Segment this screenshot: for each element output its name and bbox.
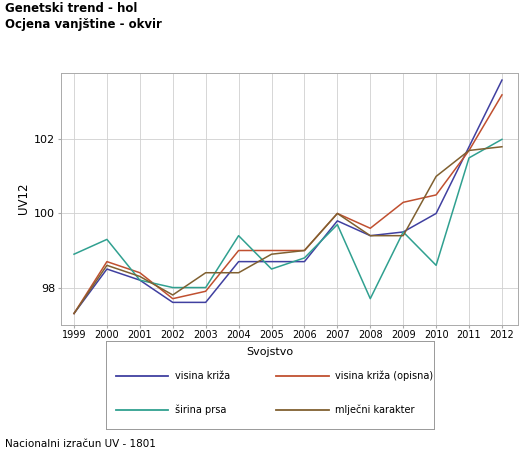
Text: mlječni karakter: mlječni karakter	[335, 405, 415, 415]
Text: Genetski trend - hol: Genetski trend - hol	[5, 2, 138, 15]
Text: širina prsa: širina prsa	[175, 405, 226, 415]
Y-axis label: UV12: UV12	[17, 183, 30, 214]
Text: Svojstvo: Svojstvo	[246, 347, 294, 357]
Text: visina križa: visina križa	[175, 371, 230, 381]
Text: visina križa (opisna): visina križa (opisna)	[335, 370, 433, 381]
X-axis label: Godina rođenja: Godina rođenja	[244, 344, 335, 357]
Text: Ocjena vanjštine - okvir: Ocjena vanjštine - okvir	[5, 18, 162, 31]
Text: Nacionalni izračun UV - 1801: Nacionalni izračun UV - 1801	[5, 439, 156, 449]
